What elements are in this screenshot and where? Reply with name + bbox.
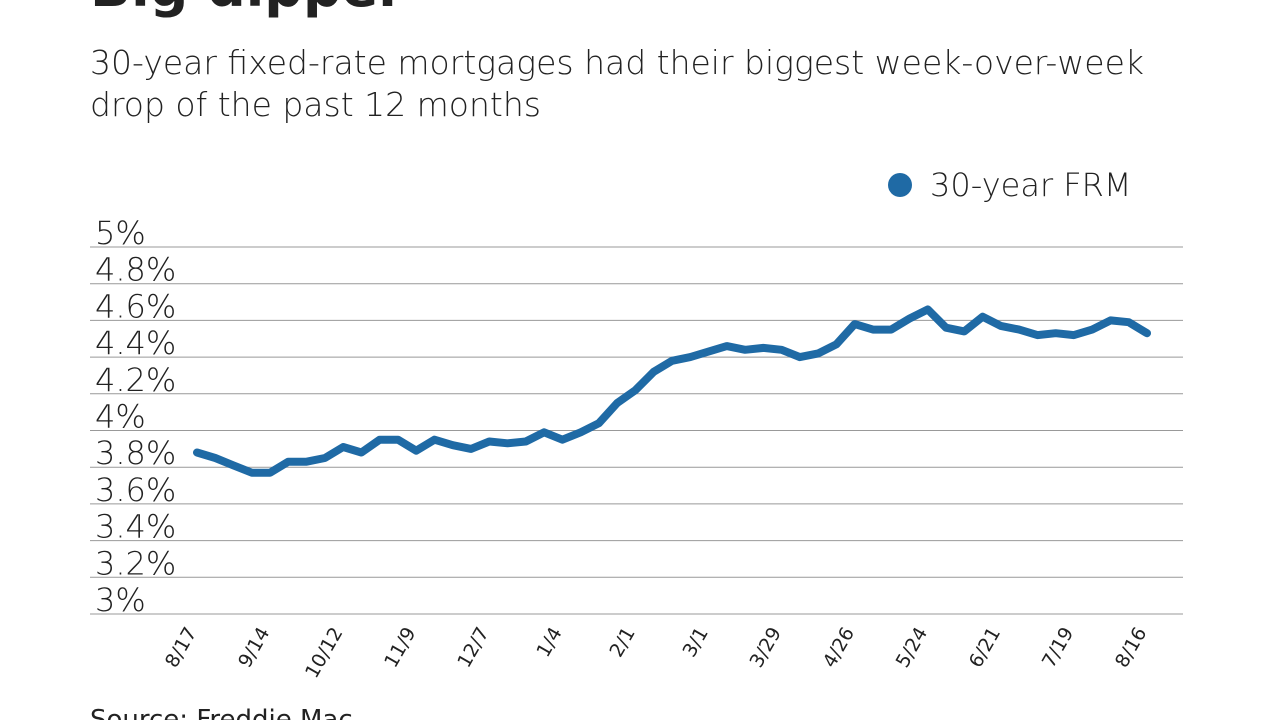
y-tick-label: 4.8% xyxy=(95,251,176,289)
x-tick-label: 8/16 xyxy=(1111,624,1151,672)
legend-marker xyxy=(888,173,912,197)
x-tick-label: 5/24 xyxy=(892,624,932,672)
y-tick-label: 5% xyxy=(95,214,146,252)
subtitle: 30-year fixed-rate mortgages had their b… xyxy=(90,43,1144,124)
x-tick-label: 2/1 xyxy=(605,624,639,661)
y-tick-label: 3.2% xyxy=(95,544,176,582)
x-tick-label: 7/19 xyxy=(1038,624,1078,672)
source: Source: Freddie Mac xyxy=(90,705,353,720)
x-tick-label: 9/14 xyxy=(234,624,274,672)
x-tick-label: 3/29 xyxy=(746,624,786,672)
y-tick-label: 3% xyxy=(95,581,146,619)
x-tick-label: 4/26 xyxy=(819,624,859,672)
y-tick-label: 3.4% xyxy=(95,508,176,546)
y-tick-label: 4.2% xyxy=(95,361,176,399)
x-tick-label: 1/4 xyxy=(532,624,566,661)
x-tick-label: 12/7 xyxy=(453,624,493,672)
y-tick-label: 4.4% xyxy=(95,324,176,362)
line xyxy=(193,305,1151,477)
legend-label: 30-year FRM xyxy=(930,166,1132,204)
y-tick-label: 4.6% xyxy=(95,287,176,325)
y-tick-label: 3.6% xyxy=(95,471,176,509)
x-tick-label: 10/12 xyxy=(301,624,347,682)
y-tick-label: 4% xyxy=(95,398,146,436)
y-tick-label: 3.8% xyxy=(95,434,176,472)
x-tick-label: 8/17 xyxy=(161,624,201,672)
x-tick-label: 6/21 xyxy=(965,624,1005,672)
x-tick-label: 11/9 xyxy=(380,624,420,672)
chart-title: Big dipper xyxy=(90,0,405,19)
x-tick-label: 3/1 xyxy=(679,624,713,661)
